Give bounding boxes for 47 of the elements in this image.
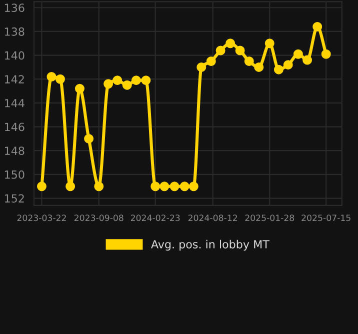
point bbox=[84, 134, 94, 144]
y-tick-label: 150 bbox=[4, 170, 24, 179]
point bbox=[264, 38, 274, 48]
x-tick-label: 2024-08-12 bbox=[188, 214, 237, 222]
point bbox=[170, 182, 180, 192]
x-tick-label: 2025-07-15 bbox=[302, 214, 350, 222]
point bbox=[112, 76, 122, 86]
point bbox=[180, 182, 190, 192]
y-tick-label: 142 bbox=[4, 75, 24, 84]
point bbox=[196, 62, 206, 72]
point bbox=[55, 74, 65, 84]
y-tick-label: 144 bbox=[4, 99, 24, 108]
point bbox=[141, 76, 151, 86]
x-tick-label: 2024-02-23 bbox=[130, 214, 180, 222]
point bbox=[235, 46, 245, 56]
point bbox=[244, 56, 254, 66]
point bbox=[104, 79, 114, 89]
point bbox=[321, 49, 331, 59]
y-tick-label: 140 bbox=[4, 51, 24, 60]
point bbox=[46, 72, 56, 82]
x-tick-label: 2023-09-08 bbox=[74, 214, 124, 222]
point bbox=[216, 46, 226, 56]
point bbox=[274, 64, 284, 74]
legend-label: Avg. pos. in lobby MT bbox=[151, 240, 270, 251]
y-tick-label: 138 bbox=[4, 27, 24, 36]
point bbox=[293, 49, 303, 59]
point bbox=[188, 182, 198, 192]
point bbox=[66, 182, 76, 192]
point bbox=[254, 62, 264, 72]
point bbox=[94, 182, 104, 192]
point bbox=[36, 182, 46, 192]
point bbox=[122, 80, 132, 90]
point bbox=[312, 22, 322, 32]
y-tick-label: 146 bbox=[4, 122, 24, 132]
point bbox=[206, 56, 216, 66]
point bbox=[150, 182, 160, 192]
point bbox=[74, 84, 84, 94]
point bbox=[131, 76, 141, 86]
point bbox=[160, 182, 170, 192]
point bbox=[302, 55, 312, 65]
y-tick-label: 152 bbox=[4, 194, 24, 203]
x-tick-label: 2025-01-28 bbox=[245, 214, 294, 222]
point bbox=[226, 38, 236, 48]
y-tick-label: 148 bbox=[4, 146, 24, 155]
y-tick-label: 136 bbox=[4, 4, 24, 12]
x-tick-label: 2023-03-22 bbox=[17, 214, 66, 222]
point bbox=[283, 60, 293, 70]
